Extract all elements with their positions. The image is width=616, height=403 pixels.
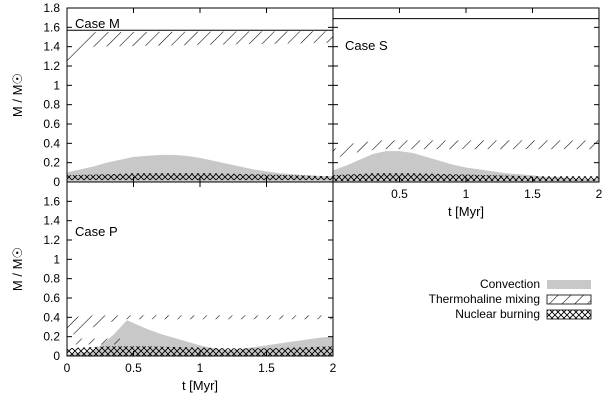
y-tick-label: 0 <box>53 175 60 189</box>
panel-case-p: 0 0.2 0.4 0.6 0.8 1 1.2 1.4 1.6 0 0.5 1 1.5 2 Case P t … <box>10 181 337 393</box>
x-tick-label: 2 <box>330 361 337 375</box>
y-tick-label: 0.2 <box>43 330 60 344</box>
legend-label-convection: Convection <box>480 277 540 291</box>
series-thermohaline <box>333 140 599 159</box>
x-tick-label: 0.5 <box>125 361 142 375</box>
y-tick-label: 0 <box>53 349 60 363</box>
y-axis-label: M / M☉ <box>10 73 25 117</box>
x-tick-label: 2 <box>596 187 603 201</box>
legend-swatch-thermohaline <box>546 294 592 305</box>
y-tick-label: 0.8 <box>43 98 60 112</box>
legend-label-nuclear: Nuclear burning <box>455 307 540 321</box>
y-tick-label: 1.6 <box>43 20 60 34</box>
x-tick-label: 0 <box>64 361 71 375</box>
y-tick-label: 1 <box>53 252 60 266</box>
y-tick-label: 1.4 <box>43 214 60 228</box>
plot-area <box>67 182 333 356</box>
legend-label-thermohaline: Thermohaline mixing <box>429 292 540 306</box>
series-thermohaline-small <box>73 338 121 345</box>
y-tick-label: 1 <box>53 78 60 92</box>
panel-title: Case M <box>75 16 120 31</box>
series-thermohaline <box>67 315 333 337</box>
y-tick-label: 1.8 <box>43 1 60 15</box>
y-tick-label: 0.6 <box>43 291 60 305</box>
panel-case-s: 0.5 1 1.5 2 Case S t [Myr] <box>332 7 603 219</box>
panel-title: Case P <box>75 224 118 239</box>
legend-swatch-nuclear <box>546 309 592 320</box>
y-tick-label: 1.2 <box>43 233 60 247</box>
legend: Convection Thermohaline mixing Nuclear b… <box>429 277 592 321</box>
x-tick-label: 1 <box>463 187 470 201</box>
y-tick-label: 1.4 <box>43 40 60 54</box>
x-tick-label: 1.5 <box>524 187 541 201</box>
series-thermohaline <box>67 31 333 66</box>
legend-swatch-convection <box>547 280 591 289</box>
x-tick-label: 1 <box>197 361 204 375</box>
y-tick-label: 0.4 <box>43 136 60 150</box>
x-tick-label: 0.5 <box>391 187 408 201</box>
x-axis-label: t [Myr] <box>182 378 218 393</box>
panel-title: Case S <box>345 38 388 53</box>
y-tick-label: 0.6 <box>43 117 60 131</box>
y-tick-label: 0.4 <box>43 310 60 324</box>
y-axis-label: M / M☉ <box>10 247 25 291</box>
x-axis-label: t [Myr] <box>448 204 484 219</box>
panel-case-m: 0 0.2 0.4 0.6 0.8 1 1.2 1.4 1.6 1.8 Case M M / M☉ <box>10 1 334 189</box>
y-tick-label: 1.2 <box>43 59 60 73</box>
y-tick-label: 0.2 <box>43 156 60 170</box>
y-tick-label: 1.6 <box>43 194 60 208</box>
x-tick-label: 1.5 <box>258 361 275 375</box>
y-tick-label: 0.8 <box>43 272 60 286</box>
